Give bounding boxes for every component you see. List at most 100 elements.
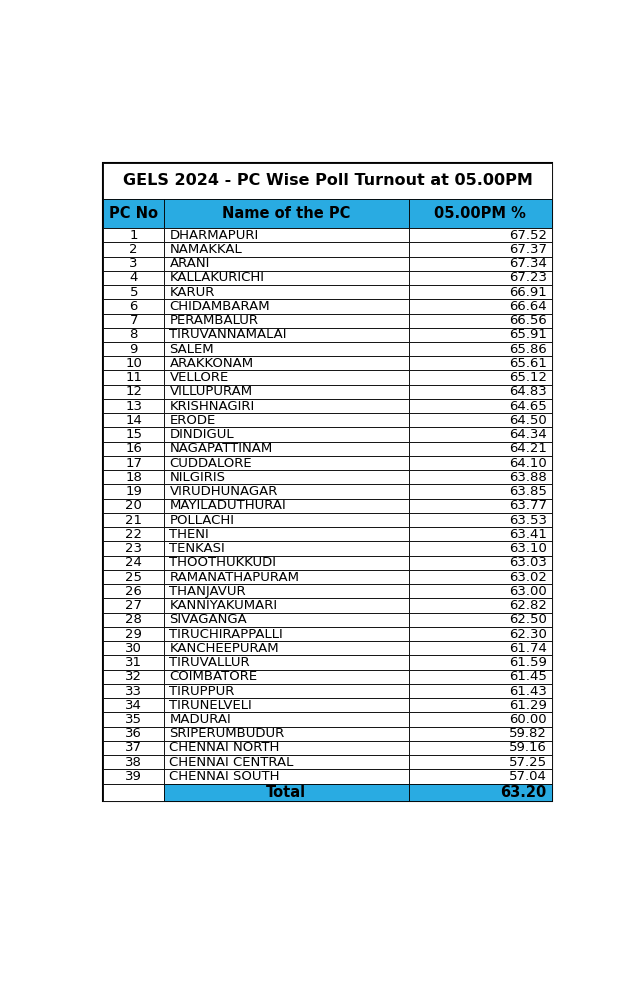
Bar [103, 228, 164, 242]
Bar [409, 198, 552, 228]
Text: 32: 32 [125, 670, 142, 683]
Text: 33: 33 [125, 684, 142, 697]
Text: 12: 12 [125, 386, 142, 399]
Bar [164, 371, 409, 385]
Bar [103, 342, 164, 357]
Bar [103, 242, 164, 257]
Bar [103, 612, 164, 627]
Text: 66.64: 66.64 [509, 300, 547, 313]
Text: 66.56: 66.56 [509, 315, 547, 327]
Bar [409, 499, 552, 513]
Bar [409, 612, 552, 627]
Bar [103, 285, 164, 300]
Bar [409, 712, 552, 726]
Bar [103, 470, 164, 484]
Bar [164, 484, 409, 499]
Bar [103, 162, 552, 198]
Text: 18: 18 [125, 471, 142, 484]
Text: ERODE: ERODE [169, 414, 216, 427]
Text: 37: 37 [125, 741, 142, 755]
Text: 27: 27 [125, 599, 142, 612]
Text: 2: 2 [130, 242, 138, 256]
Text: 59.82: 59.82 [509, 727, 547, 740]
Bar [409, 470, 552, 484]
Text: 63.53: 63.53 [509, 514, 547, 527]
Text: Total: Total [266, 785, 306, 800]
Bar [164, 413, 409, 428]
Text: COIMBATORE: COIMBATORE [169, 670, 257, 683]
Bar [164, 456, 409, 470]
Bar [409, 740, 552, 756]
Bar [103, 641, 164, 655]
Text: 8: 8 [130, 329, 138, 342]
Bar [103, 300, 164, 314]
Text: 63.85: 63.85 [509, 485, 547, 498]
Bar [164, 314, 409, 328]
Text: 19: 19 [125, 485, 142, 498]
Bar [164, 770, 409, 784]
Text: 3: 3 [130, 258, 138, 271]
Text: 57.25: 57.25 [509, 756, 547, 769]
Bar [409, 784, 552, 801]
Text: THENI: THENI [169, 528, 209, 541]
Bar [409, 669, 552, 684]
Text: 64.34: 64.34 [509, 428, 547, 441]
Text: POLLACHI: POLLACHI [169, 514, 235, 527]
Bar [103, 770, 164, 784]
Bar [103, 271, 164, 285]
Bar [103, 385, 164, 399]
Text: KRISHNAGIRI: KRISHNAGIRI [169, 400, 255, 413]
Text: TIRUPPUR: TIRUPPUR [169, 684, 235, 697]
Bar [409, 698, 552, 712]
Bar [409, 314, 552, 328]
Text: NAGAPATTINAM: NAGAPATTINAM [169, 442, 273, 455]
Bar [409, 641, 552, 655]
Bar [409, 371, 552, 385]
Text: VILLUPURAM: VILLUPURAM [169, 386, 253, 399]
Bar [164, 399, 409, 413]
Bar [164, 712, 409, 726]
Bar [409, 756, 552, 770]
Bar [164, 641, 409, 655]
Bar [409, 228, 552, 242]
Bar [103, 598, 164, 612]
Text: KARUR: KARUR [169, 286, 214, 299]
Bar [164, 740, 409, 756]
Text: THOOTHUKKUDI: THOOTHUKKUDI [169, 556, 276, 569]
Bar [103, 726, 164, 740]
Text: 64.83: 64.83 [509, 386, 547, 399]
Bar [409, 556, 552, 570]
Bar [164, 655, 409, 669]
Text: 16: 16 [125, 442, 142, 455]
Text: 61.74: 61.74 [509, 641, 547, 654]
Bar [164, 541, 409, 556]
Text: KALLAKURICHI: KALLAKURICHI [169, 272, 264, 285]
Bar [164, 428, 409, 442]
Text: 61.45: 61.45 [509, 670, 547, 683]
Text: 17: 17 [125, 457, 142, 470]
Bar [409, 428, 552, 442]
Bar [409, 285, 552, 300]
Text: 24: 24 [125, 556, 142, 569]
Text: 62.50: 62.50 [509, 613, 547, 626]
Bar [164, 271, 409, 285]
Text: 63.77: 63.77 [509, 499, 547, 512]
Bar [103, 698, 164, 712]
Bar [164, 684, 409, 698]
Bar [103, 527, 164, 541]
Text: 65.12: 65.12 [509, 371, 547, 384]
Bar [103, 513, 164, 527]
Text: 63.02: 63.02 [509, 570, 547, 583]
Bar [164, 328, 409, 342]
Text: 14: 14 [125, 414, 142, 427]
Text: 30: 30 [125, 641, 142, 654]
Text: TIRUVANNAMALAI: TIRUVANNAMALAI [169, 329, 287, 342]
Bar [409, 484, 552, 499]
Text: ARANI: ARANI [169, 258, 210, 271]
Bar [103, 556, 164, 570]
Text: TIRUCHIRAPPALLI: TIRUCHIRAPPALLI [169, 627, 283, 640]
Bar [164, 499, 409, 513]
Text: KANCHEEPURAM: KANCHEEPURAM [169, 641, 279, 654]
Text: 67.52: 67.52 [509, 228, 547, 241]
Bar [103, 314, 164, 328]
